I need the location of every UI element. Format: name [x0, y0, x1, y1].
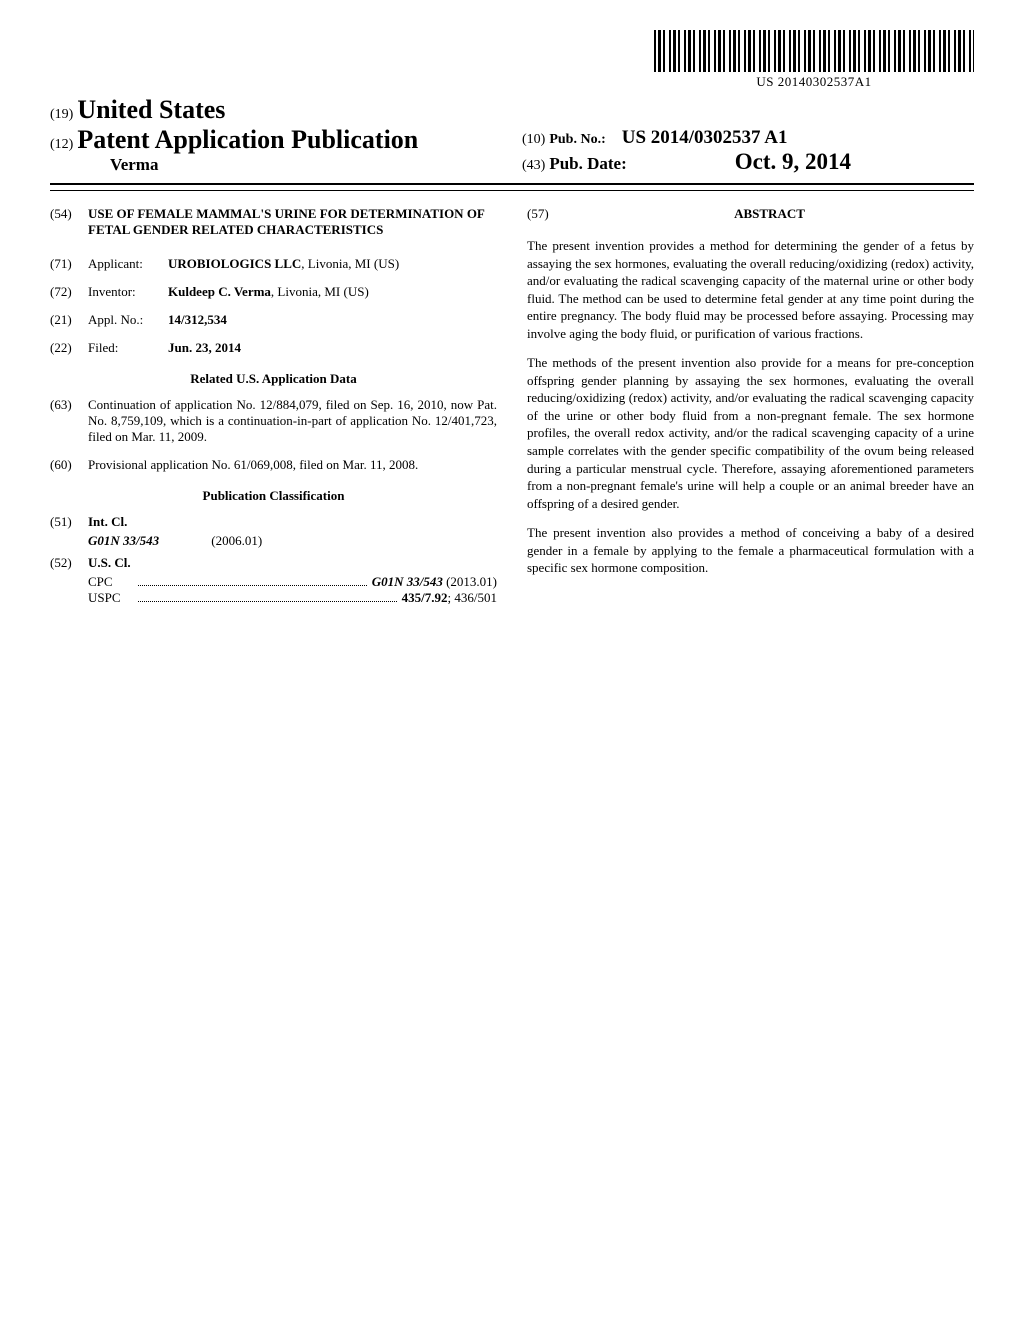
intcl-num: (51) [50, 514, 88, 530]
header-right: (10) Pub. No.: US 2014/0302537 A1 (43) P… [502, 127, 974, 175]
continuation-text: Continuation of application No. 12/884,0… [88, 397, 497, 445]
pubdate-label: Pub. Date: [549, 154, 626, 173]
continuation-num: (63) [50, 397, 88, 413]
applicant-value: UROBIOLOGICS LLC, Livonia, MI (US) [168, 256, 497, 272]
inventor-label: Inventor: [88, 284, 168, 300]
intcl-label: Int. Cl. [88, 514, 127, 530]
author-name: Verma [50, 155, 502, 175]
inventor-row: (72) Inventor: Kuldeep C. Verma, Livonia… [50, 284, 497, 300]
inventor-num: (72) [50, 284, 88, 300]
filed-row: (22) Filed: Jun. 23, 2014 [50, 340, 497, 356]
pub-type-line: (12) Patent Application Publication [50, 125, 502, 155]
pubno-label: Pub. No.: [549, 132, 605, 147]
title-num: (54) [50, 206, 88, 222]
applicant-loc: , Livonia, MI (US) [301, 256, 399, 271]
pubdate-value: Oct. 9, 2014 [735, 149, 851, 174]
cpc-label: CPC [88, 574, 133, 590]
abstract-num: (57) [527, 206, 565, 222]
pubdate-num: (43) [522, 158, 545, 173]
country-name: United States [77, 95, 225, 124]
abstract-para-2: The methods of the present invention als… [527, 354, 974, 512]
provisional-row: (60) Provisional application No. 61/069,… [50, 457, 497, 473]
header-main: (19) United States (12) Patent Applicati… [50, 95, 974, 185]
uspc-label: USPC [88, 590, 133, 606]
cpc-year: (2013.01) [446, 574, 497, 590]
intcl-row: (51) Int. Cl. [50, 514, 497, 530]
uspc-value2: ; 436/501 [448, 590, 497, 606]
header-top: US 20140302537A1 [50, 30, 974, 90]
applicant-row: (71) Applicant: UROBIOLOGICS LLC, Livoni… [50, 256, 497, 272]
applno-value: 14/312,534 [168, 312, 497, 328]
continuation-row: (63) Continuation of application No. 12/… [50, 397, 497, 445]
applicant-name: UROBIOLOGICS LLC [168, 256, 301, 271]
pub-type: Patent Application Publication [77, 125, 418, 154]
title-text: USE OF FEMALE MAMMAL'S URINE FOR DETERMI… [88, 206, 497, 238]
pubno-line: (10) Pub. No.: US 2014/0302537 A1 [522, 127, 974, 149]
barcode-text: US 20140302537A1 [654, 74, 974, 90]
abstract-para-1: The present invention provides a method … [527, 237, 974, 342]
cpc-row: CPC G01N 33/543 (2013.01) [50, 574, 497, 590]
content: (54) USE OF FEMALE MAMMAL'S URINE FOR DE… [50, 206, 974, 606]
filed-label: Filed: [88, 340, 168, 356]
applicant-label: Applicant: [88, 256, 168, 272]
header-divider [50, 190, 974, 191]
abstract-header: (57) ABSTRACT [527, 206, 974, 222]
uscl-label: U.S. Cl. [88, 555, 131, 571]
country-num: (19) [50, 107, 73, 122]
applno-row: (21) Appl. No.: 14/312,534 [50, 312, 497, 328]
barcode-section: US 20140302537A1 [654, 30, 974, 90]
applicant-num: (71) [50, 256, 88, 272]
abstract-para-3: The present invention also provides a me… [527, 524, 974, 577]
cpc-dots [138, 576, 367, 586]
uspc-dots [138, 592, 397, 602]
uspc-value: 435/7.92 [402, 590, 448, 606]
pubno-value: US 2014/0302537 A1 [622, 127, 788, 148]
right-column: (57) ABSTRACT The present invention prov… [527, 206, 974, 606]
pub-num: (12) [50, 137, 73, 152]
inventor-name: Kuldeep C. Verma [168, 284, 271, 299]
provisional-text: Provisional application No. 61/069,008, … [88, 457, 497, 473]
left-column: (54) USE OF FEMALE MAMMAL'S URINE FOR DE… [50, 206, 497, 606]
related-heading: Related U.S. Application Data [50, 371, 497, 387]
intcl-value-row: G01N 33/543 (2006.01) [50, 533, 497, 549]
provisional-num: (60) [50, 457, 88, 473]
pubdate-line: (43) Pub. Date: Oct. 9, 2014 [522, 149, 974, 175]
filed-num: (22) [50, 340, 88, 356]
uscl-row: (52) U.S. Cl. [50, 555, 497, 571]
inventor-loc: , Livonia, MI (US) [271, 284, 369, 299]
filed-value: Jun. 23, 2014 [168, 340, 497, 356]
pubno-num: (10) [522, 132, 545, 147]
applno-num: (21) [50, 312, 88, 328]
class-heading: Publication Classification [50, 488, 497, 504]
uspc-row: USPC 435/7.92; 436/501 [50, 590, 497, 606]
barcode-image [654, 30, 974, 72]
country-line: (19) United States [50, 95, 502, 125]
applno-label: Appl. No.: [88, 312, 168, 328]
intcl-year: (2006.01) [211, 533, 262, 548]
title-row: (54) USE OF FEMALE MAMMAL'S URINE FOR DE… [50, 206, 497, 238]
cpc-value: G01N 33/543 [372, 574, 443, 590]
inventor-value: Kuldeep C. Verma, Livonia, MI (US) [168, 284, 497, 300]
uscl-num: (52) [50, 555, 88, 571]
header-left: (19) United States (12) Patent Applicati… [50, 95, 502, 175]
abstract-heading: ABSTRACT [565, 206, 974, 222]
intcl-code: G01N 33/543 [88, 533, 208, 549]
